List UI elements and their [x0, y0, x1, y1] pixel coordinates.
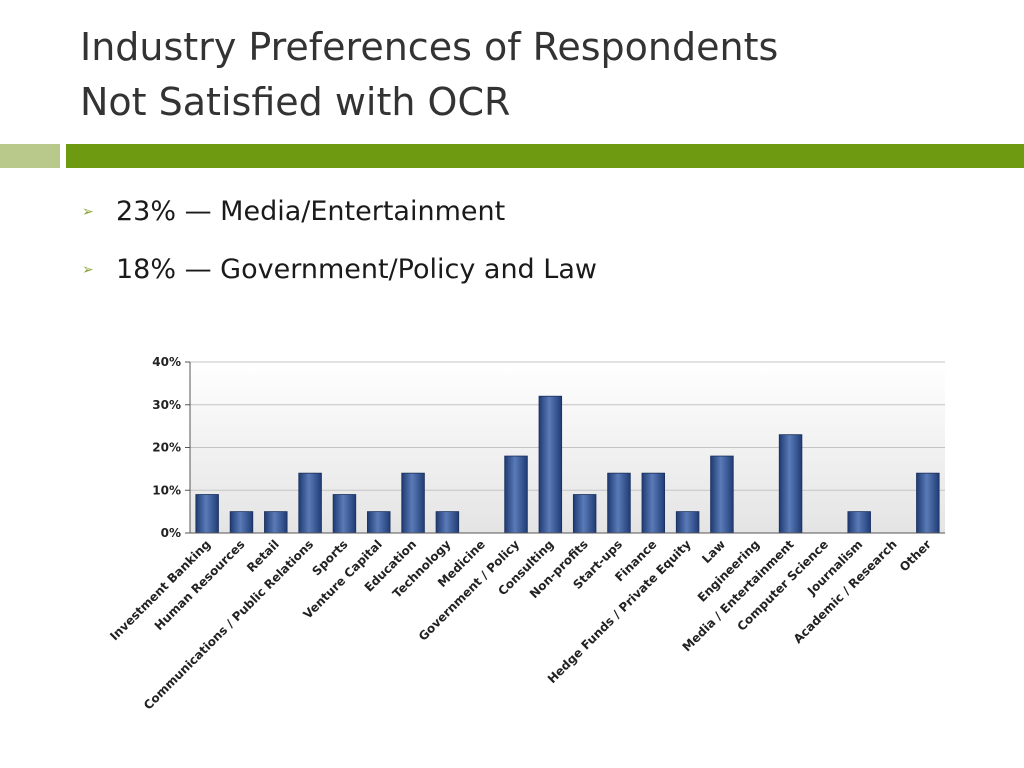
x-category-label: Other — [897, 537, 934, 574]
y-tick-label: 30% — [152, 398, 181, 412]
bar — [264, 511, 288, 534]
bar — [538, 395, 563, 534]
bar — [401, 472, 425, 534]
bar — [710, 455, 734, 534]
bar — [847, 511, 871, 534]
y-tick-label: 40% — [152, 355, 181, 369]
bar — [916, 472, 940, 534]
bar — [435, 511, 460, 534]
y-tick-label: 20% — [152, 441, 181, 455]
bar — [504, 455, 528, 534]
bullet-list: ➢ 23% — Media/Entertainment ➢ 18% — Gove… — [82, 188, 597, 304]
bar — [195, 494, 219, 534]
bar — [332, 494, 357, 534]
bar — [778, 434, 803, 534]
bullet-text: 18% — Government/Policy and Law — [116, 254, 597, 285]
bar — [298, 472, 322, 534]
bar — [572, 494, 597, 534]
y-tick-label: 10% — [152, 483, 181, 497]
bar — [229, 511, 254, 534]
arrowhead-bullet-icon: ➢ — [82, 204, 94, 220]
x-category-label: Law — [699, 537, 728, 566]
slide-title: Industry Preferences of Respondents Not … — [80, 20, 1000, 130]
bar — [367, 511, 391, 534]
bar — [607, 472, 631, 534]
bullet-item: ➢ 18% — Government/Policy and Law — [82, 246, 597, 304]
bullet-text: 23% — Media/Entertainment — [116, 196, 506, 227]
accent-bar-light — [0, 144, 60, 168]
accent-bar-dark — [66, 144, 1024, 168]
y-tick-label: 0% — [161, 526, 181, 540]
slide-title-line2: Not Satisfied with OCR — [80, 80, 511, 124]
bar — [641, 472, 666, 534]
bullet-item: ➢ 23% — Media/Entertainment — [82, 188, 597, 246]
bar — [675, 511, 700, 534]
arrowhead-bullet-icon: ➢ — [82, 262, 94, 278]
slide-title-line1: Industry Preferences of Respondents — [80, 25, 779, 69]
